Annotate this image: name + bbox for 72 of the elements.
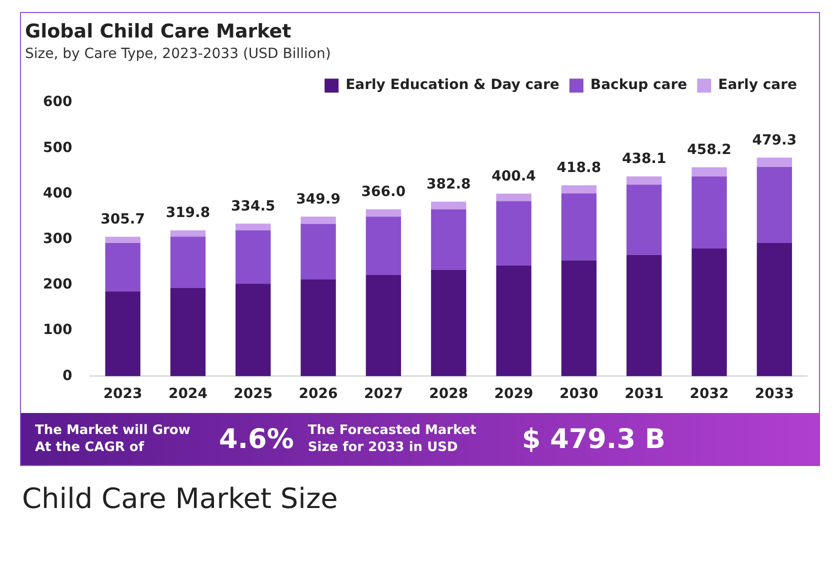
text: $ 479.3 B — [522, 424, 666, 454]
bar — [496, 201, 532, 266]
bar — [105, 236, 140, 244]
x-tick-label: 2027 — [364, 386, 403, 402]
x-tick-label: 2024 — [168, 386, 208, 402]
text: Child Care Market Size — [22, 482, 339, 515]
bar — [105, 291, 140, 376]
x-tick-label: 2032 — [690, 386, 729, 402]
bar — [626, 254, 662, 376]
bar — [300, 280, 336, 376]
bar — [366, 216, 402, 275]
chart-title: Global Child Care Market — [25, 20, 292, 42]
x-tick-label: 2031 — [624, 386, 664, 402]
y-tick-label: 400 — [42, 185, 72, 202]
bar — [236, 230, 271, 284]
bar — [431, 209, 466, 270]
total-label: 319.8 — [166, 205, 210, 222]
total-label: 305.7 — [100, 211, 145, 228]
legend-label: Early care — [718, 77, 797, 94]
bar — [692, 176, 727, 249]
x-tick-label: 2023 — [103, 386, 142, 402]
x-tick-label: 2033 — [754, 386, 794, 402]
bar — [300, 224, 336, 280]
bar — [692, 248, 727, 376]
bar — [756, 243, 792, 376]
bar — [105, 243, 140, 292]
text: 4.6% — [219, 424, 294, 454]
total-label: 366.0 — [361, 184, 406, 200]
x-tick-label: 2026 — [298, 386, 338, 402]
bar — [626, 176, 662, 185]
bar — [300, 216, 336, 224]
x-tick-label: 2030 — [559, 386, 599, 402]
total-label: 438.1 — [622, 151, 666, 168]
y-tick-label: 100 — [42, 322, 72, 338]
total-label: 458.2 — [687, 142, 732, 158]
bar — [496, 194, 532, 202]
bar — [431, 202, 466, 210]
text: The Market will Grow At the CAGR of — [35, 422, 192, 456]
total-label: 382.8 — [426, 176, 471, 192]
bar — [366, 209, 402, 217]
bar — [170, 288, 206, 376]
total-label: 334.5 — [230, 198, 276, 214]
bar — [626, 184, 662, 255]
bar — [236, 284, 271, 376]
bar — [170, 236, 206, 288]
x-tick-label: 2028 — [429, 386, 468, 402]
bar — [170, 230, 206, 237]
y-tick-label: 500 — [42, 140, 72, 156]
bar — [366, 274, 402, 376]
bar — [561, 260, 597, 376]
x-tick-label: 2029 — [494, 386, 534, 402]
y-tick-label: 300 — [42, 231, 72, 248]
total-label: 400.4 — [492, 168, 536, 184]
legend-label: Backup care — [590, 77, 688, 94]
total-label: 418.8 — [556, 160, 602, 176]
text: The Forecasted Market Size for 2033 in USD — [308, 422, 478, 456]
bar — [561, 193, 597, 260]
bar — [496, 265, 532, 376]
bar — [756, 166, 792, 244]
legend-label: Early Education & Day care — [346, 77, 560, 94]
bar — [431, 270, 466, 376]
bar — [561, 185, 597, 194]
y-tick-label: 600 — [42, 94, 72, 110]
y-tick-label: 0 — [62, 368, 72, 384]
bar — [692, 167, 727, 176]
x-tick-label: 2025 — [234, 386, 273, 402]
total-label: 349.9 — [296, 191, 340, 208]
bar — [236, 224, 271, 230]
y-tick-label: 200 — [42, 276, 72, 293]
bar — [756, 158, 792, 167]
total-label: 479.3 — [752, 132, 797, 148]
chart-subtitle: Size, by Care Type, 2023-2033 (USD Billion) — [25, 46, 331, 62]
